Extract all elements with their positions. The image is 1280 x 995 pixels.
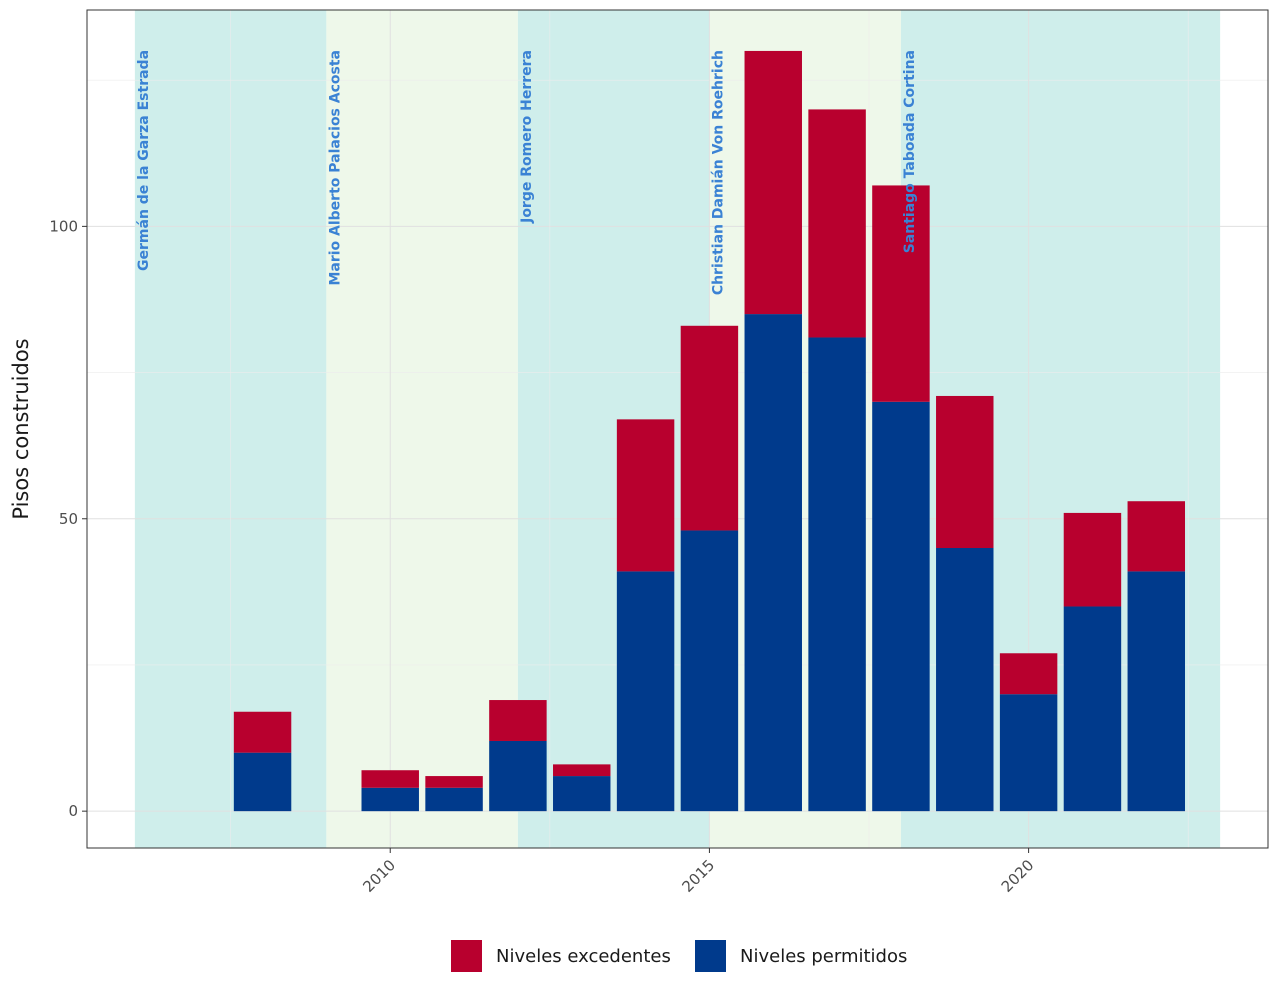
term-label: Mario Alberto Palacios Acosta	[327, 50, 343, 286]
term-label: Santiago Taboada Cortina	[902, 50, 918, 253]
bar-excedentes	[616, 419, 675, 572]
x-tick-label: 2010	[359, 856, 399, 896]
bar-permitidos	[1063, 606, 1122, 812]
bar-excedentes	[936, 395, 994, 549]
bars	[233, 50, 1186, 812]
bar-permitidos	[680, 530, 739, 812]
bar-excedentes	[680, 325, 739, 531]
legend-swatch	[451, 940, 482, 972]
legend-label: Niveles permitidos	[740, 946, 907, 967]
bar-permitidos	[999, 694, 1058, 812]
bar-excedentes	[489, 700, 547, 741]
term-band	[326, 10, 518, 848]
bar-excedentes	[999, 653, 1058, 695]
bar-permitidos	[808, 337, 866, 812]
y-tick-label: 50	[59, 510, 78, 528]
bar-permitidos	[553, 776, 611, 812]
bar-excedentes	[361, 770, 419, 788]
legend-swatch	[695, 940, 726, 972]
term-bands	[134, 10, 1221, 848]
bar-excedentes	[744, 50, 802, 315]
legend: Niveles excedentes Niveles permitidos	[451, 940, 907, 972]
bar-excedentes	[425, 776, 483, 788]
bar-permitidos	[425, 787, 483, 812]
term-label: Jorge Romero Herrera	[519, 50, 535, 224]
legend-label: Niveles excedentes	[496, 946, 671, 967]
bar-permitidos	[361, 787, 419, 812]
x-tick-label: 2020	[998, 856, 1038, 896]
y-tick-label: 0	[68, 802, 78, 820]
bar-permitidos	[489, 740, 547, 812]
bar-permitidos	[744, 314, 802, 812]
term-label: Christian Damián Von Roehrich	[710, 50, 726, 295]
bar-permitidos	[872, 401, 930, 812]
bar-permitidos	[936, 548, 994, 812]
y-axis-title: Pisos construidos	[9, 338, 33, 519]
plot-panel-border	[86, 9, 1269, 849]
bar-excedentes	[553, 764, 611, 777]
bar-permitidos	[233, 752, 292, 812]
bar-excedentes	[808, 109, 866, 338]
bar-excedentes	[233, 711, 292, 753]
bar-permitidos	[1127, 571, 1186, 812]
bar-excedentes	[872, 185, 930, 402]
bar-excedentes	[1127, 501, 1186, 572]
bar-permitidos	[616, 571, 675, 812]
x-tick-label: 2015	[679, 856, 719, 896]
term-label: Germán de la Garza Estrada	[136, 50, 152, 271]
bar-excedentes	[1063, 512, 1122, 607]
term-labels: Germán de la Garza Estrada Mario Alberto …	[136, 50, 918, 295]
y-tick-label: 100	[49, 217, 78, 235]
